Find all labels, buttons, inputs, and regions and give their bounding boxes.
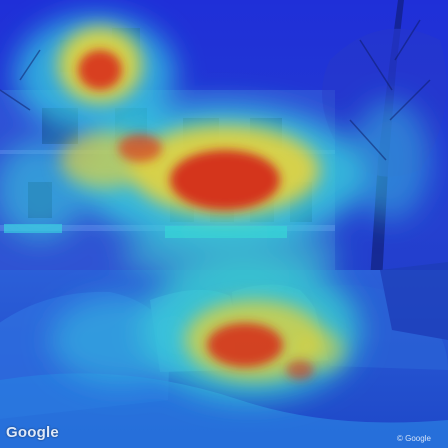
heatmap-hot-layer — [78, 50, 314, 380]
copyright-text: © Google — [397, 434, 431, 443]
google-logo: Google — [6, 424, 59, 441]
tree-branches — [0, 19, 431, 161]
